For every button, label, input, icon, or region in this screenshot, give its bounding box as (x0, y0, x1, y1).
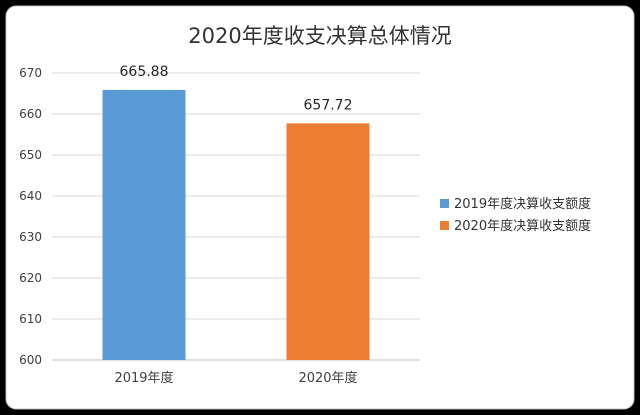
bar (286, 123, 370, 361)
legend-swatch (440, 221, 449, 230)
chart-title: 2020年度收支决算总体情况 (188, 24, 451, 48)
legend-label: 2019年度决算收支额度 (454, 196, 591, 212)
y-tick-label: 640 (19, 189, 42, 203)
data-label: 657.72 (304, 97, 353, 113)
x-tick-label: 2019年度 (114, 370, 173, 386)
bar (102, 89, 186, 360)
y-tick-label: 610 (19, 312, 42, 326)
x-tick-label: 2020年度 (298, 370, 357, 386)
y-tick-label: 650 (19, 148, 42, 162)
data-label: 665.88 (120, 64, 169, 80)
y-axis: 600 610 620 630 640 650 660 670 (19, 66, 42, 367)
y-tick-label: 670 (19, 66, 42, 80)
data-label-layer: 665.88 657.72 (120, 64, 353, 113)
legend-label: 2020年度决算收支额度 (454, 218, 591, 234)
y-tick-label: 660 (19, 107, 42, 121)
y-tick-label: 630 (19, 230, 42, 244)
x-axis: 2019年度 2020年度 (114, 370, 357, 386)
legend: 2019年度决算收支额度 2020年度决算收支额度 (440, 196, 591, 234)
y-tick-label: 620 (19, 271, 42, 285)
y-tick-label: 600 (19, 353, 42, 367)
legend-swatch (440, 199, 449, 208)
bar-layer (102, 89, 370, 361)
